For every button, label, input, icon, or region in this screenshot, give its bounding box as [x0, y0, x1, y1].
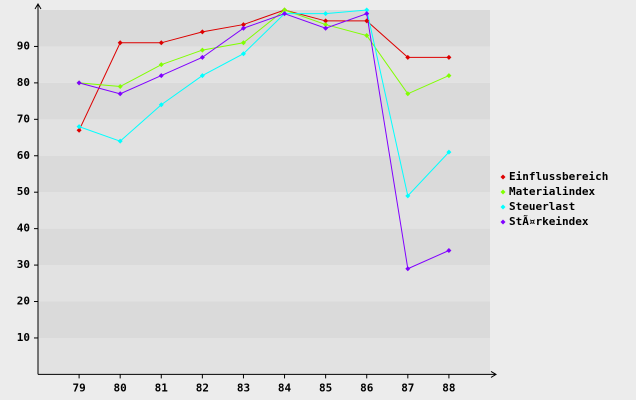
grid-band: [38, 119, 490, 156]
x-tick-label: 84: [278, 381, 292, 394]
y-tick-label: 80: [17, 76, 30, 89]
data-point: [446, 149, 452, 155]
x-tick-label: 85: [319, 381, 332, 394]
data-point: [405, 91, 411, 97]
data-point: [446, 73, 452, 79]
legend-label: Materialindex: [509, 185, 595, 198]
grid-band: [38, 301, 490, 338]
data-point: [199, 73, 205, 79]
grid-band: [38, 265, 490, 302]
data-point: [364, 7, 370, 13]
data-point: [199, 54, 205, 60]
data-point: [158, 102, 164, 108]
data-point: [364, 18, 370, 24]
x-tick-label: 86: [360, 381, 374, 394]
data-point: [364, 33, 370, 39]
data-point: [158, 62, 164, 68]
grid-band: [38, 82, 490, 120]
series-line: [79, 9, 450, 95]
series-line: [78, 9, 449, 131]
grid-band: [38, 10, 490, 47]
x-tick-label: 81: [155, 381, 169, 394]
data-point: [76, 80, 82, 86]
grid-band: [38, 337, 490, 375]
series-line: [78, 12, 450, 270]
y-tick-label: 90: [17, 39, 30, 52]
legend-marker: [500, 219, 506, 225]
data-point: [282, 11, 288, 17]
data-point: [76, 124, 82, 130]
x-tick-label: 83: [237, 381, 250, 394]
y-tick-label: 40: [17, 222, 30, 235]
data-point: [323, 11, 329, 17]
data-point: [282, 7, 288, 13]
y-tick-label: 10: [17, 331, 30, 344]
data-point: [199, 29, 205, 35]
y-axis: [34, 3, 42, 375]
data-point: [323, 22, 329, 28]
data-point: [405, 193, 411, 199]
data-point: [117, 84, 123, 90]
data-point: [240, 51, 246, 57]
legend-marker: [500, 174, 506, 180]
y-tick-label: 60: [17, 149, 30, 162]
legend-label: StÃ¤rkeindex: [509, 215, 589, 228]
series-line: [78, 9, 450, 197]
legend-label: Steuerlast: [509, 200, 575, 213]
data-point: [323, 25, 329, 31]
x-axis: [38, 370, 497, 378]
data-point: [199, 47, 205, 53]
grid-band: [38, 46, 490, 83]
y-tick-label: 70: [17, 112, 30, 125]
data-point: [158, 73, 164, 79]
data-point: [240, 22, 246, 28]
x-tick-label: 87: [401, 381, 414, 394]
grid-band: [38, 155, 490, 193]
y-tick-label: 50: [17, 185, 30, 198]
x-tick-label: 80: [114, 381, 127, 394]
x-tick-label: 79: [72, 381, 85, 394]
data-point: [117, 138, 123, 144]
legend-marker: [500, 189, 506, 195]
grid-band: [38, 192, 490, 229]
data-point: [117, 91, 123, 97]
grid-band: [38, 228, 490, 266]
data-point: [405, 54, 411, 60]
data-point: [117, 40, 123, 46]
x-tick-label: 82: [196, 381, 209, 394]
data-point: [240, 25, 246, 31]
data-point: [240, 40, 246, 46]
data-point: [364, 11, 370, 17]
data-point: [158, 40, 164, 46]
legend-label: Einflussbereich: [509, 170, 608, 183]
plot-bands: [38, 10, 490, 375]
data-point: [446, 54, 452, 60]
y-tick-label: 20: [17, 295, 30, 308]
data-point: [405, 266, 411, 272]
x-tick-label: 88: [442, 381, 455, 394]
legend-marker: [500, 204, 506, 210]
data-point: [446, 248, 452, 254]
data-point: [323, 18, 329, 24]
data-point: [76, 127, 82, 133]
y-tick-label: 30: [17, 258, 30, 271]
